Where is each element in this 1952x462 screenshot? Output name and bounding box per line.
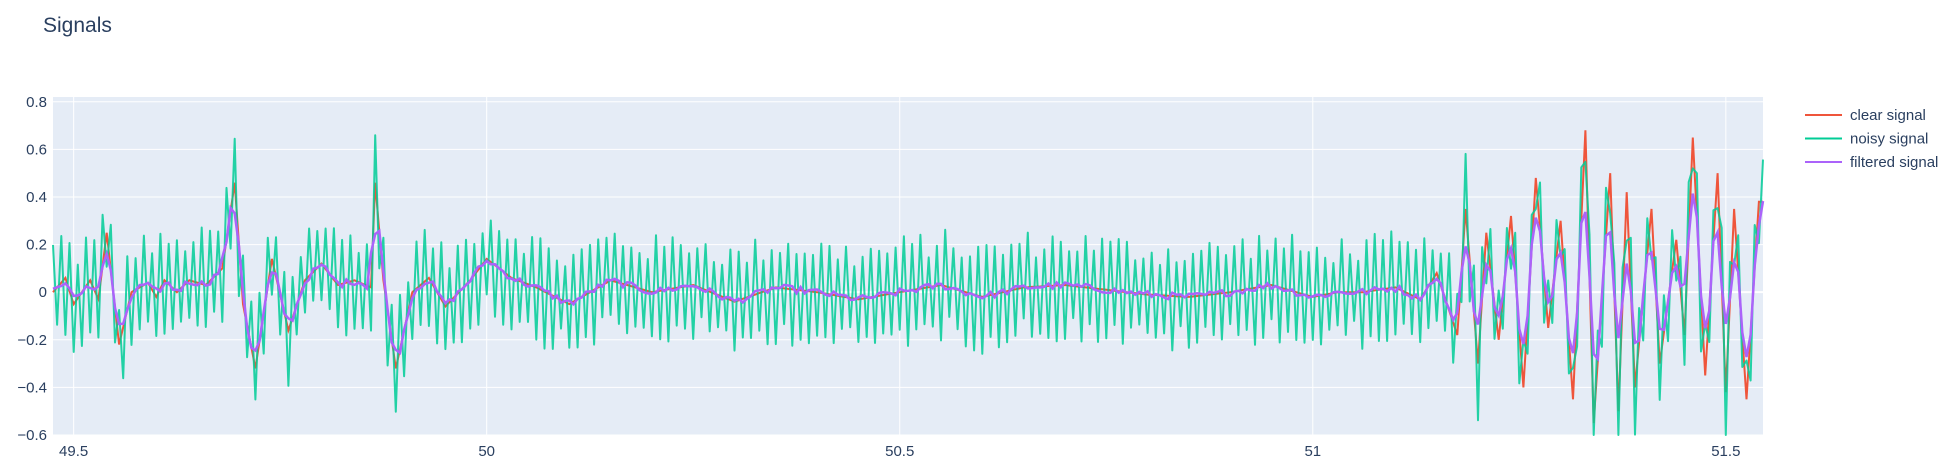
x-tick-label: 50 bbox=[478, 443, 495, 460]
noisy-signal-line bbox=[52, 134, 1764, 436]
x-tick-label: 50.5 bbox=[885, 443, 914, 460]
legend[interactable]: clear signal noisy signal filtered signal bbox=[1805, 107, 1938, 171]
legend-item[interactable]: filtered signal bbox=[1805, 154, 1938, 171]
legend-item[interactable]: clear signal bbox=[1805, 107, 1926, 124]
legend-label: clear signal bbox=[1850, 107, 1926, 124]
y-tick-label: −0.6 bbox=[17, 427, 47, 444]
axis-layer: 0.8 0.6 0.4 0.2 0 −0.2 −0.4 −0.6 49.5 50 50.5 51 51.… bbox=[17, 94, 1740, 460]
y-tick-label: 0.8 bbox=[26, 94, 47, 111]
series-layer bbox=[52, 130, 1765, 436]
x-tick-label: 51 bbox=[1304, 443, 1321, 460]
legend-label: noisy signal bbox=[1850, 131, 1928, 148]
y-tick-label: 0 bbox=[39, 284, 47, 301]
legend-label: filtered signal bbox=[1850, 154, 1938, 171]
y-tick-label: −0.4 bbox=[17, 379, 47, 396]
y-tick-label: 0.6 bbox=[26, 141, 47, 158]
legend-item[interactable]: noisy signal bbox=[1805, 131, 1928, 148]
x-tick-label: 49.5 bbox=[59, 443, 88, 460]
filtered-signal-line bbox=[52, 193, 1765, 363]
y-tick-label: 0.2 bbox=[26, 237, 47, 254]
y-tick-label: 0.4 bbox=[26, 189, 47, 206]
y-tick-label: −0.2 bbox=[17, 332, 47, 349]
x-tick-label: 51.5 bbox=[1711, 443, 1740, 460]
chart-title: Signals bbox=[43, 14, 112, 37]
